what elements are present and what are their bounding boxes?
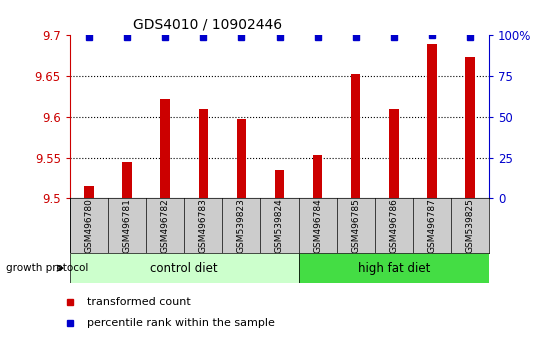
Bar bbox=[84, 186, 94, 198]
Bar bbox=[313, 155, 323, 198]
Text: GSM496784: GSM496784 bbox=[313, 198, 322, 253]
Text: GSM496783: GSM496783 bbox=[199, 198, 208, 253]
Bar bbox=[236, 119, 246, 198]
Text: GSM496782: GSM496782 bbox=[160, 198, 170, 253]
Text: GSM496785: GSM496785 bbox=[351, 198, 360, 253]
Bar bbox=[465, 57, 475, 198]
Bar bbox=[427, 44, 437, 198]
Text: control diet: control diet bbox=[150, 262, 218, 275]
Bar bbox=[351, 74, 361, 198]
Text: GDS4010 / 10902446: GDS4010 / 10902446 bbox=[133, 17, 282, 32]
Text: GSM496780: GSM496780 bbox=[84, 198, 93, 253]
Bar bbox=[299, 253, 489, 283]
Text: GSM539823: GSM539823 bbox=[237, 198, 246, 253]
Text: GSM496781: GSM496781 bbox=[122, 198, 131, 253]
Bar bbox=[122, 162, 132, 198]
Text: GSM496786: GSM496786 bbox=[389, 198, 399, 253]
Text: growth protocol: growth protocol bbox=[6, 263, 88, 273]
Bar bbox=[70, 253, 299, 283]
Text: GSM539824: GSM539824 bbox=[275, 198, 284, 253]
Text: transformed count: transformed count bbox=[87, 297, 191, 307]
Bar bbox=[160, 99, 170, 198]
Text: GSM496787: GSM496787 bbox=[428, 198, 437, 253]
Bar bbox=[198, 109, 208, 198]
Text: high fat diet: high fat diet bbox=[358, 262, 430, 275]
Text: GSM539825: GSM539825 bbox=[466, 198, 475, 253]
Text: percentile rank within the sample: percentile rank within the sample bbox=[87, 318, 274, 329]
Bar bbox=[274, 170, 285, 198]
Bar bbox=[389, 109, 399, 198]
